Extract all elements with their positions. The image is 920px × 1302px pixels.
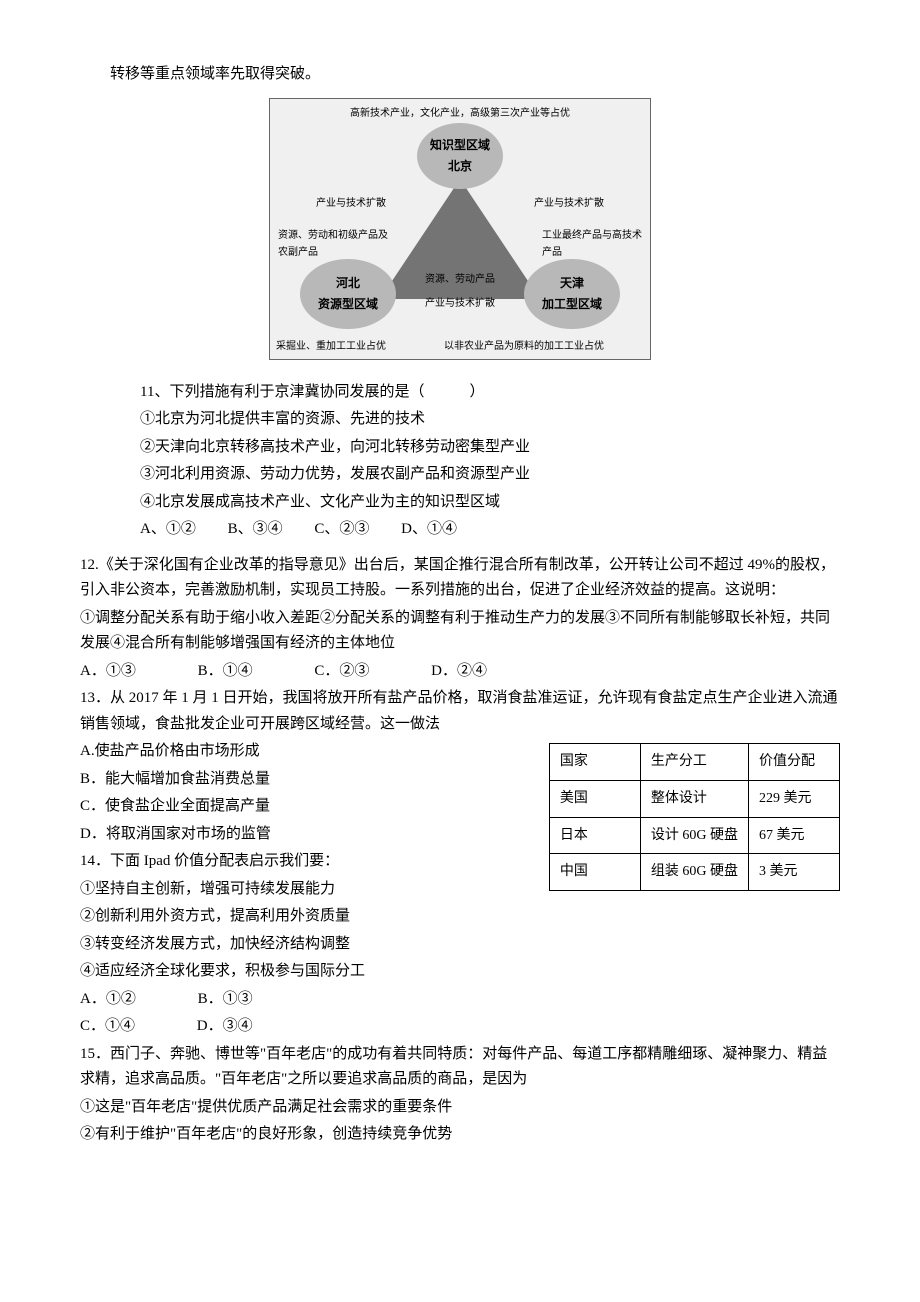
q14-optB: B．①③ (198, 987, 253, 1013)
node-tianjin-l1: 天津 (560, 273, 584, 293)
q11-s2: ②天津向北京转移高技术产业，向河北转移劳动密集型产业 (140, 435, 840, 461)
q14-options-row2: C．①④ D．③④ (80, 1014, 840, 1040)
q11-optB: B、③④ (228, 517, 283, 543)
diagram-container: 高新技术产业，文化产业，高级第三次产业等占优 知识型区域 北京 产业与技术扩散 … (80, 98, 840, 360)
question-13: 13．从 2017 年 1 月 1 日开始，我国将放开所有盐产品价格，取消食盐准… (80, 686, 840, 847)
cell: 设计 60G 硬盘 (640, 817, 748, 854)
node-hebei-l1: 河北 (336, 273, 360, 293)
q12-optA: A．①③ (80, 659, 136, 685)
ipad-value-table: 国家 生产分工 价值分配 美国 整体设计 229 美元 日本 设计 60G 硬盘… (549, 743, 840, 891)
label-right-mid: 工业最终产品与高技术产品 (542, 227, 642, 261)
question-11: 11、下列措施有利于京津冀协同发展的是（ ） ①北京为河北提供丰富的资源、先进的… (140, 380, 840, 543)
intro-line: 转移等重点领域率先取得突破。 (80, 62, 840, 88)
node-beijing-l1: 知识型区域 (430, 135, 490, 155)
q12-p1: 12.《关于深化国有企业改革的指导意见》出台后，某国企推行混合所有制改革，公开转… (80, 553, 840, 604)
th-country: 国家 (549, 744, 640, 781)
q12-optC: C．②③ (314, 659, 369, 685)
q11-s3: ③河北利用资源、劳动力优势，发展农副产品和资源型产业 (140, 462, 840, 488)
node-beijing-l2: 北京 (448, 156, 472, 176)
table-row: 中国 组装 60G 硬盘 3 美元 (549, 854, 839, 891)
q14-s2: ②创新利用外资方式，提高利用外资质量 (80, 904, 840, 930)
table-row: 美国 整体设计 229 美元 (549, 780, 839, 817)
q11-optC: C、②③ (314, 517, 369, 543)
node-beijing: 知识型区域 北京 (417, 123, 503, 189)
cell: 美国 (549, 780, 640, 817)
question-15: 15．西门子、奔驰、博世等"百年老店"的成功有着共同特质：对每件产品、每道工序都… (80, 1042, 840, 1148)
q11-stem: 11、下列措施有利于京津冀协同发展的是（ ） (140, 380, 840, 406)
jjj-diagram: 高新技术产业，文化产业，高级第三次产业等占优 知识型区域 北京 产业与技术扩散 … (269, 98, 651, 360)
label-left-mid: 资源、劳动和初级产品及农副产品 (278, 227, 388, 261)
q14-optC: C．①④ (80, 1014, 135, 1040)
node-hebei-l2: 资源型区域 (318, 294, 378, 314)
cell: 67 美元 (749, 817, 840, 854)
q14-s4: ④适应经济全球化要求，积极参与国际分工 (80, 959, 840, 985)
node-hebei: 河北 资源型区域 (300, 259, 396, 329)
q15-s1: ①这是"百年老店"提供优质产品满足社会需求的重要条件 (80, 1095, 840, 1121)
q11-optA: A、①② (140, 517, 196, 543)
diagram-top-caption: 高新技术产业，文化产业，高级第三次产业等占优 (270, 105, 650, 122)
cell: 日本 (549, 817, 640, 854)
q14-options-row1: A．①② B．①③ (80, 987, 840, 1013)
question-12: 12.《关于深化国有企业改革的指导意见》出台后，某国企推行混合所有制改革，公开转… (80, 553, 840, 685)
label-bottom-left: 采掘业、重加工工业占优 (276, 338, 426, 355)
q13-p1: 13．从 2017 年 1 月 1 日开始，我国将放开所有盐产品价格，取消食盐准… (80, 686, 840, 737)
table-row: 国家 生产分工 价值分配 (549, 744, 839, 781)
label-bottom-right: 以非农业产品为原料的加工工业占优 (444, 338, 644, 355)
q11-options: A、①② B、③④ C、②③ D、①④ (140, 517, 840, 543)
node-tianjin-l2: 加工型区域 (542, 294, 602, 314)
cell: 整体设计 (640, 780, 748, 817)
cell: 229 美元 (749, 780, 840, 817)
q14-optA: A．①② (80, 987, 136, 1013)
th-division: 生产分工 (640, 744, 748, 781)
q12-p2: ①调整分配关系有助于缩小收入差距②分配关系的调整有利于推动生产力的发展③不同所有… (80, 606, 840, 657)
node-tianjin: 天津 加工型区域 (524, 259, 620, 329)
q14-optD: D．③④ (197, 1014, 253, 1040)
q14-s3: ③转变经济发展方式，加快经济结构调整 (80, 932, 840, 958)
th-value: 价值分配 (749, 744, 840, 781)
cell: 3 美元 (749, 854, 840, 891)
q12-optD: D．②④ (431, 659, 487, 685)
label-bottom-mid-bot: 产业与技术扩散 (408, 295, 512, 312)
q11-optD: D、①④ (401, 517, 457, 543)
label-left-arrow: 产业与技术扩散 (296, 195, 386, 212)
q15-p1: 15．西门子、奔驰、博世等"百年老店"的成功有着共同特质：对每件产品、每道工序都… (80, 1042, 840, 1093)
cell: 组装 60G 硬盘 (640, 854, 748, 891)
label-bottom-mid-top: 资源、劳动产品 (408, 271, 512, 288)
q12-options: A．①③ B．①④ C．②③ D．②④ (80, 659, 840, 685)
q12-optB: B．①④ (198, 659, 253, 685)
table-row: 日本 设计 60G 硬盘 67 美元 (549, 817, 839, 854)
q11-s1: ①北京为河北提供丰富的资源、先进的技术 (140, 407, 840, 433)
label-right-arrow: 产业与技术扩散 (534, 195, 624, 212)
q15-s2: ②有利于维护"百年老店"的良好形象，创造持续竞争优势 (80, 1122, 840, 1148)
cell: 中国 (549, 854, 640, 891)
q11-s4: ④北京发展成高技术产业、文化产业为主的知识型区域 (140, 490, 840, 516)
